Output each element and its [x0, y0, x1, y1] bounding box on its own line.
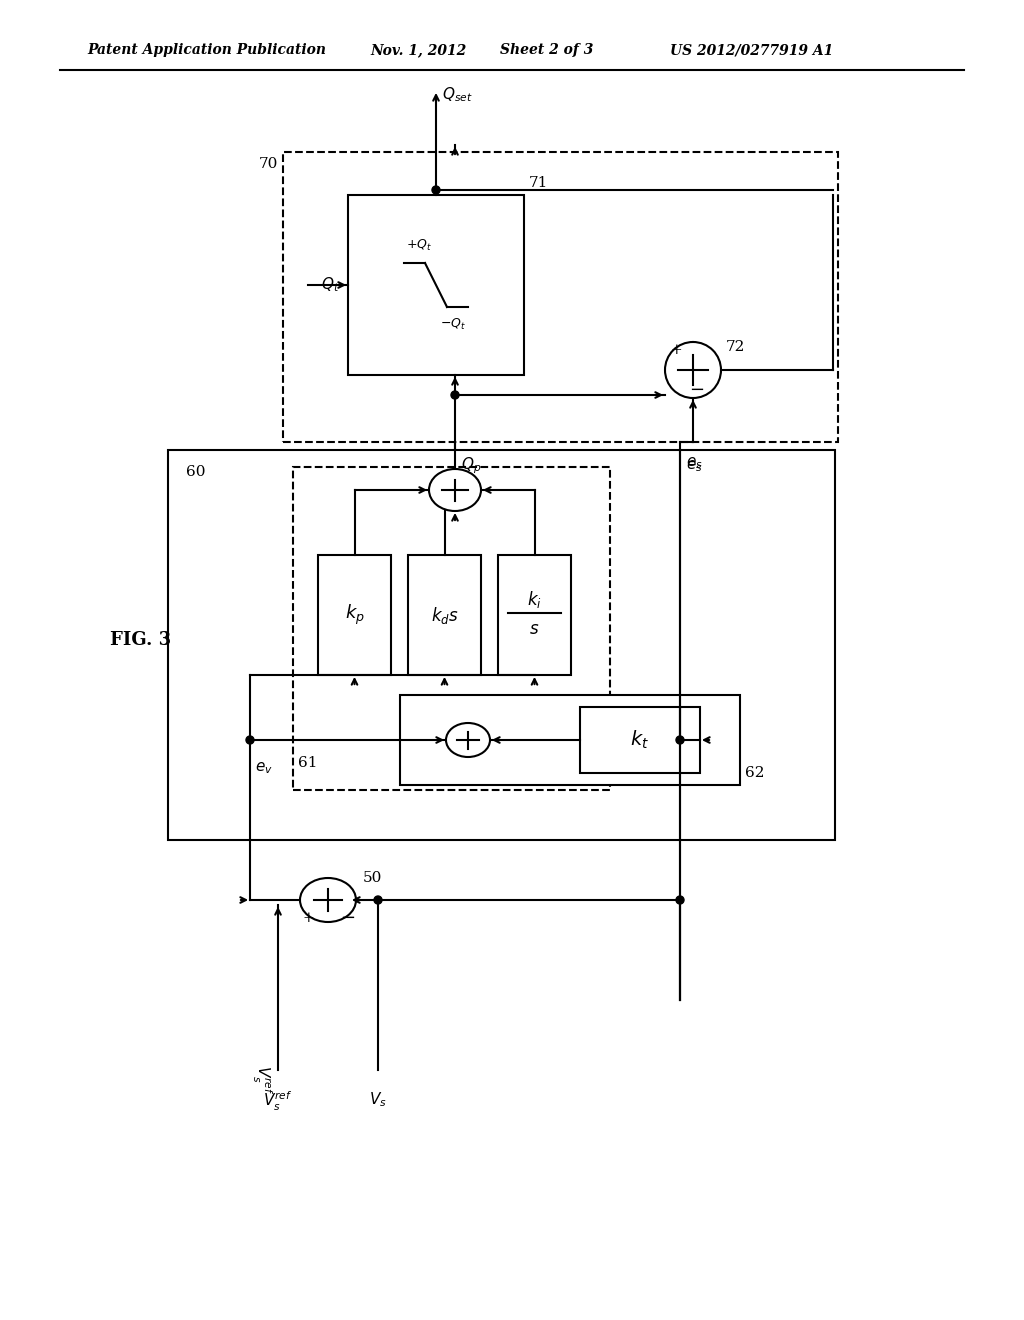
- Text: $e_s$: $e_s$: [686, 455, 702, 471]
- Circle shape: [676, 737, 684, 744]
- Circle shape: [451, 391, 459, 399]
- Bar: [283, 152, 838, 442]
- Text: $V_s^{ref}$: $V_s^{ref}$: [250, 1065, 273, 1094]
- Text: $k_d s$: $k_d s$: [430, 605, 459, 626]
- Circle shape: [246, 737, 254, 744]
- Bar: [293, 467, 610, 789]
- Text: $k_i$: $k_i$: [527, 590, 542, 610]
- Text: 72: 72: [726, 341, 745, 354]
- Text: 70: 70: [259, 157, 278, 172]
- Text: $Q_{set}$: $Q_{set}$: [442, 86, 473, 104]
- Text: $e_s$: $e_s$: [686, 458, 702, 474]
- Text: $Q_p$: $Q_p$: [461, 455, 481, 475]
- Text: $k_t$: $k_t$: [631, 729, 649, 751]
- Text: Nov. 1, 2012: Nov. 1, 2012: [370, 44, 466, 57]
- Text: 62: 62: [745, 766, 765, 780]
- Text: $s$: $s$: [529, 622, 540, 639]
- Text: $+Q_t$: $+Q_t$: [406, 238, 432, 253]
- Circle shape: [665, 342, 721, 399]
- Text: Patent Application Publication: Patent Application Publication: [87, 44, 326, 57]
- Text: US 2012/0277919 A1: US 2012/0277919 A1: [670, 44, 834, 57]
- Bar: [498, 554, 571, 675]
- Text: +: +: [302, 911, 313, 925]
- Text: −: −: [689, 381, 705, 399]
- Text: $k_p$: $k_p$: [344, 603, 365, 627]
- Bar: [580, 708, 700, 774]
- Text: 50: 50: [362, 871, 382, 884]
- Ellipse shape: [429, 469, 481, 511]
- Bar: [408, 554, 481, 675]
- Circle shape: [374, 896, 382, 904]
- Bar: [400, 696, 740, 785]
- Text: FIG. 3: FIG. 3: [110, 631, 171, 649]
- Text: −: −: [340, 909, 355, 927]
- Ellipse shape: [300, 878, 356, 921]
- Bar: [348, 195, 524, 375]
- Text: 60: 60: [186, 465, 206, 479]
- Text: $-Q_t$: $-Q_t$: [440, 317, 466, 333]
- Bar: [318, 554, 391, 675]
- Bar: [168, 450, 835, 840]
- Text: $V_s$: $V_s$: [369, 1090, 387, 1109]
- Text: 61: 61: [298, 756, 317, 770]
- Text: 71: 71: [529, 176, 549, 190]
- Circle shape: [432, 186, 440, 194]
- Text: Sheet 2 of 3: Sheet 2 of 3: [500, 44, 593, 57]
- Text: $e_v$: $e_v$: [255, 760, 272, 776]
- Ellipse shape: [446, 723, 490, 756]
- Text: +: +: [670, 343, 682, 356]
- Text: $V_s^{ref}$: $V_s^{ref}$: [263, 1090, 293, 1113]
- Text: $Q_t$: $Q_t$: [322, 276, 340, 294]
- Circle shape: [676, 896, 684, 904]
